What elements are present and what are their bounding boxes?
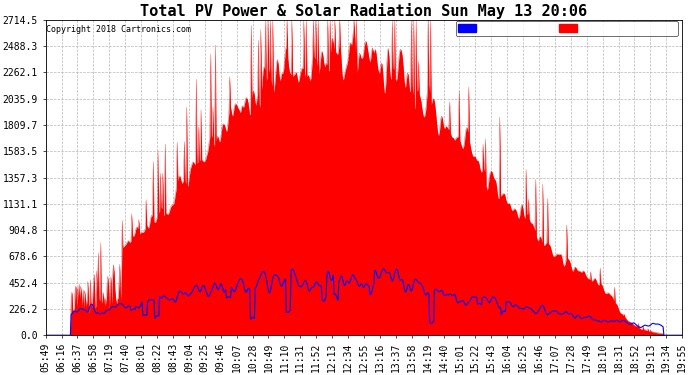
Text: Copyright 2018 Cartronics.com: Copyright 2018 Cartronics.com	[46, 25, 191, 34]
Title: Total PV Power & Solar Radiation Sun May 13 20:06: Total PV Power & Solar Radiation Sun May…	[140, 3, 587, 19]
Legend: Radiation (w/m2), PV Panels (DC Watts): Radiation (w/m2), PV Panels (DC Watts)	[455, 21, 678, 36]
